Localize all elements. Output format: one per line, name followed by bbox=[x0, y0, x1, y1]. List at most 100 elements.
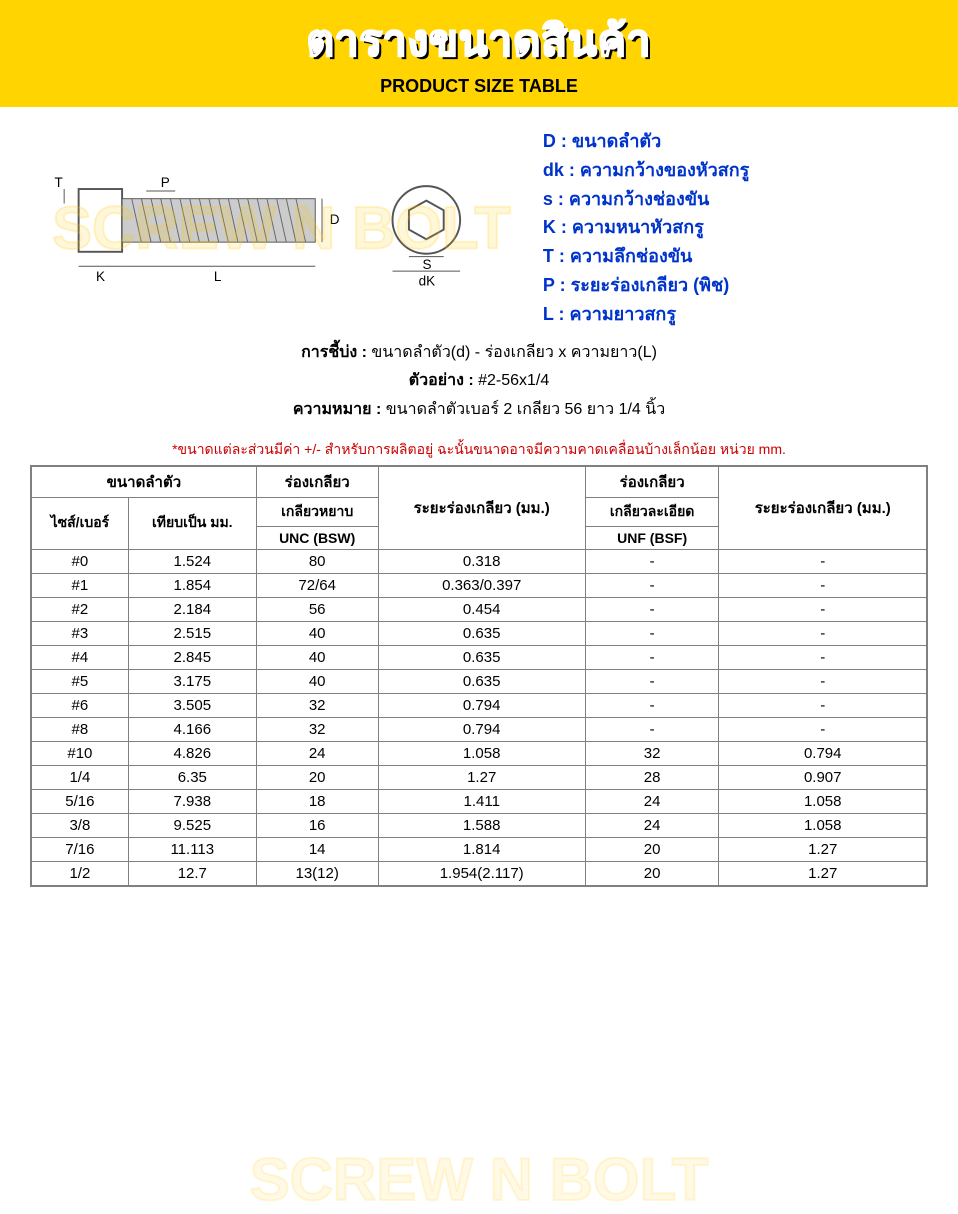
col-pitch-1: ระยะร่องเกลียว (มม.) bbox=[378, 466, 585, 550]
table-cell: #2 bbox=[31, 597, 128, 621]
label-D: D bbox=[330, 212, 340, 227]
table-cell: 80 bbox=[256, 549, 378, 573]
label-K: K bbox=[96, 269, 105, 284]
col-fine-label: เกลียวละเอียด bbox=[585, 497, 719, 526]
table-cell: 20 bbox=[585, 861, 719, 886]
tolerance-note: *ขนาดแต่ละส่วนมีค่า +/- สำหรับการผลิตอยู… bbox=[0, 435, 958, 465]
table-cell: 56 bbox=[256, 597, 378, 621]
table-cell: #1 bbox=[31, 573, 128, 597]
table-row: #42.845400.635-- bbox=[31, 645, 927, 669]
table-cell: 0.794 bbox=[378, 693, 585, 717]
col-mm-equiv: เทียบเป็น มม. bbox=[128, 497, 256, 549]
table-cell: 1.524 bbox=[128, 549, 256, 573]
label-L: L bbox=[214, 269, 222, 284]
table-cell: 40 bbox=[256, 645, 378, 669]
table-cell: 20 bbox=[585, 837, 719, 861]
table-cell: 0.318 bbox=[378, 549, 585, 573]
table-row: #104.826241.058320.794 bbox=[31, 741, 927, 765]
table-row: 1/46.35201.27280.907 bbox=[31, 765, 927, 789]
table-cell: 20 bbox=[256, 765, 378, 789]
table-row: #01.524800.318-- bbox=[31, 549, 927, 573]
table-cell: 32 bbox=[256, 693, 378, 717]
label-T: T bbox=[54, 175, 62, 190]
table-row: 1/212.713(12)1.954(2.117)201.27 bbox=[31, 861, 927, 886]
header-row-1: ขนาดลำตัว ร่องเกลียว ระยะร่องเกลียว (มม.… bbox=[31, 466, 927, 498]
table-cell: #8 bbox=[31, 717, 128, 741]
table-cell: 1.058 bbox=[378, 741, 585, 765]
table-cell: 7/16 bbox=[31, 837, 128, 861]
table-cell: 40 bbox=[256, 621, 378, 645]
table-cell: - bbox=[719, 669, 927, 693]
table-cell: 9.525 bbox=[128, 813, 256, 837]
table-cell: - bbox=[719, 621, 927, 645]
table-row: #84.166320.794-- bbox=[31, 717, 927, 741]
legend-item: s : ความกว้างช่องขัน bbox=[543, 185, 918, 214]
table-cell: 24 bbox=[256, 741, 378, 765]
table-cell: 24 bbox=[585, 789, 719, 813]
title-english: PRODUCT SIZE TABLE bbox=[0, 76, 958, 97]
table-row: 7/1611.113141.814201.27 bbox=[31, 837, 927, 861]
label-S: S bbox=[422, 257, 431, 272]
table-cell: 24 bbox=[585, 813, 719, 837]
table-cell: - bbox=[585, 549, 719, 573]
table-cell: - bbox=[719, 597, 927, 621]
table-cell: #0 bbox=[31, 549, 128, 573]
table-cell: 6.35 bbox=[128, 765, 256, 789]
table-cell: 28 bbox=[585, 765, 719, 789]
table-cell: 32 bbox=[256, 717, 378, 741]
notation-line-3: ความหมาย : ขนาดลำตัวเบอร์ 2 เกลียว 56 ยา… bbox=[40, 396, 918, 425]
table-cell: 3.505 bbox=[128, 693, 256, 717]
table-cell: 16 bbox=[256, 813, 378, 837]
table-cell: 5/16 bbox=[31, 789, 128, 813]
table-cell: 1/4 bbox=[31, 765, 128, 789]
legend-item: K : ความหนาหัวสกรู bbox=[543, 213, 918, 242]
col-body-size: ขนาดลำตัว bbox=[31, 466, 256, 498]
legend-list: D : ขนาดลำตัวdk : ความกว้างของหัวสกรูs :… bbox=[523, 127, 918, 329]
table-cell: 1/2 bbox=[31, 861, 128, 886]
table-cell: 1.854 bbox=[128, 573, 256, 597]
table-cell: 7.938 bbox=[128, 789, 256, 813]
table-row: 5/167.938181.411241.058 bbox=[31, 789, 927, 813]
col-unf: UNF (BSF) bbox=[585, 526, 719, 549]
table-cell: 1.27 bbox=[719, 837, 927, 861]
table-row: #32.515400.635-- bbox=[31, 621, 927, 645]
table-cell: 4.826 bbox=[128, 741, 256, 765]
table-cell: - bbox=[719, 717, 927, 741]
table-cell: #6 bbox=[31, 693, 128, 717]
table-cell: 13(12) bbox=[256, 861, 378, 886]
table-cell: 40 bbox=[256, 669, 378, 693]
table-cell: 14 bbox=[256, 837, 378, 861]
table-cell: #10 bbox=[31, 741, 128, 765]
table-cell: - bbox=[719, 573, 927, 597]
title-thai: ตารางขนาดสินค้า bbox=[0, 8, 958, 74]
table-cell: 1.27 bbox=[378, 765, 585, 789]
table-cell: 72/64 bbox=[256, 573, 378, 597]
table-cell: 1.058 bbox=[719, 789, 927, 813]
label-P: P bbox=[161, 175, 170, 190]
watermark-text-2: SCREW N BOLT bbox=[250, 1145, 709, 1214]
table-row: #63.505320.794-- bbox=[31, 693, 927, 717]
col-thread-2: ร่องเกลียว bbox=[585, 466, 719, 498]
screw-diagram: SCREW N BOLT T P D bbox=[40, 138, 523, 318]
size-table-wrapper: SCREW N BOLT ขนาดลำตัว ร่องเกลียว ระยะร่… bbox=[0, 465, 958, 887]
table-cell: 2.845 bbox=[128, 645, 256, 669]
table-cell: #4 bbox=[31, 645, 128, 669]
table-cell: 3.175 bbox=[128, 669, 256, 693]
legend-item: dk : ความกว้างของหัวสกรู bbox=[543, 156, 918, 185]
table-cell: - bbox=[719, 693, 927, 717]
notation-line-1: การชี้บ่ง : ขนาดลำตัว(d) - ร่องเกลียว x … bbox=[40, 339, 918, 368]
legend-item: P : ระยะร่องเกลียว (พิช) bbox=[543, 271, 918, 300]
table-cell: 0.363/0.397 bbox=[378, 573, 585, 597]
table-cell: 0.454 bbox=[378, 597, 585, 621]
notation-line-2: ตัวอย่าง : #2-56x1/4 bbox=[40, 367, 918, 396]
table-cell: 4.166 bbox=[128, 717, 256, 741]
size-table: ขนาดลำตัว ร่องเกลียว ระยะร่องเกลียว (มม.… bbox=[30, 465, 928, 887]
table-row: 3/89.525161.588241.058 bbox=[31, 813, 927, 837]
table-cell: - bbox=[585, 645, 719, 669]
table-cell: - bbox=[585, 573, 719, 597]
table-cell: 1.954(2.117) bbox=[378, 861, 585, 886]
table-cell: 1.588 bbox=[378, 813, 585, 837]
table-cell: 1.058 bbox=[719, 813, 927, 837]
table-cell: 11.113 bbox=[128, 837, 256, 861]
table-cell: 0.907 bbox=[719, 765, 927, 789]
